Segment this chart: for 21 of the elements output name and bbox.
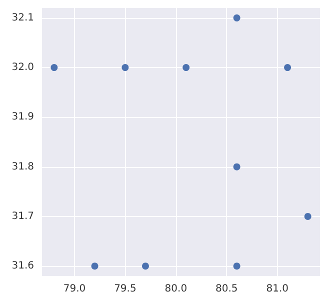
y-tick-label: 32.0 <box>12 62 34 74</box>
point <box>233 14 240 22</box>
point <box>91 262 98 270</box>
x-tick-label: 81.0 <box>266 284 289 294</box>
y-tick-label: 31.6 <box>12 260 34 272</box>
x-tick-label: 79.0 <box>63 284 86 294</box>
point <box>122 64 129 72</box>
x-tick-label: 79.5 <box>114 284 136 294</box>
point <box>142 262 149 270</box>
x-tick-label: 80.0 <box>164 284 188 294</box>
point <box>182 64 190 72</box>
y-tick-label: 32.1 <box>12 12 34 24</box>
y-tick-label: 31.8 <box>12 161 34 172</box>
point <box>50 64 58 72</box>
y-tick-label: 31.9 <box>12 112 34 123</box>
point <box>304 212 312 220</box>
x-tick-label: 80.5 <box>216 284 238 294</box>
point <box>233 262 240 270</box>
point <box>284 64 292 72</box>
y-tick-label: 31.7 <box>12 210 34 222</box>
point <box>233 163 240 170</box>
